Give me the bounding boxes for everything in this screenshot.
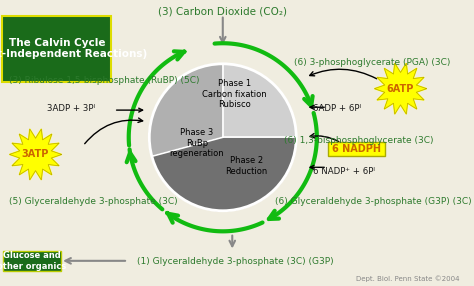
Text: (6) Glyceraldehyde 3-phosphate (G3P) (3C): (6) Glyceraldehyde 3-phosphate (G3P) (3C… — [275, 197, 472, 206]
Text: Dept. Biol. Penn State ©2004: Dept. Biol. Penn State ©2004 — [356, 275, 460, 282]
Polygon shape — [152, 137, 296, 211]
Text: 6ATP: 6ATP — [387, 84, 414, 94]
Text: 6ADP + 6Pᴵ: 6ADP + 6Pᴵ — [313, 104, 361, 113]
Polygon shape — [374, 63, 427, 114]
Text: 6 NADP⁺ + 6Pᴵ: 6 NADP⁺ + 6Pᴵ — [313, 167, 375, 176]
Text: 3ADP + 3Pᴵ: 3ADP + 3Pᴵ — [47, 104, 95, 113]
Ellipse shape — [149, 64, 296, 211]
Text: (5) Glyceraldehyde 3-phosphate (3C): (5) Glyceraldehyde 3-phosphate (3C) — [9, 197, 178, 206]
Polygon shape — [149, 64, 223, 156]
Text: (6) 1,3-bisphosphoglycerate (3C): (6) 1,3-bisphosphoglycerate (3C) — [284, 136, 434, 145]
Text: 6 NADPH: 6 NADPH — [332, 144, 381, 154]
Text: (3) Ribulose 1,5-bisphosphate (RuBP) (5C): (3) Ribulose 1,5-bisphosphate (RuBP) (5C… — [9, 76, 200, 85]
FancyBboxPatch shape — [2, 16, 111, 82]
Text: Glucose and
other organics: Glucose and other organics — [0, 251, 67, 271]
Text: Phase 3
RuBp
regeneration: Phase 3 RuBp regeneration — [169, 128, 224, 158]
Text: 3ATP: 3ATP — [22, 150, 49, 159]
Text: Phase 2
Reduction: Phase 2 Reduction — [225, 156, 268, 176]
Text: The Calvin Cycle
(Light-Independent Reactions): The Calvin Cycle (Light-Independent Reac… — [0, 38, 147, 59]
Text: Phase 1
Carbon fixation
Rubisco: Phase 1 Carbon fixation Rubisco — [202, 80, 267, 109]
Polygon shape — [9, 129, 62, 180]
FancyBboxPatch shape — [3, 251, 61, 271]
Text: (1) Glyceraldehyde 3-phosphate (3C) (G3P): (1) Glyceraldehyde 3-phosphate (3C) (G3P… — [137, 257, 334, 266]
FancyBboxPatch shape — [328, 142, 385, 156]
Text: (6) 3-phosphoglycerate (PGA) (3C): (6) 3-phosphoglycerate (PGA) (3C) — [294, 58, 450, 67]
Polygon shape — [223, 64, 296, 137]
Text: (3) Carbon Dioxide (CO₂): (3) Carbon Dioxide (CO₂) — [158, 7, 287, 16]
